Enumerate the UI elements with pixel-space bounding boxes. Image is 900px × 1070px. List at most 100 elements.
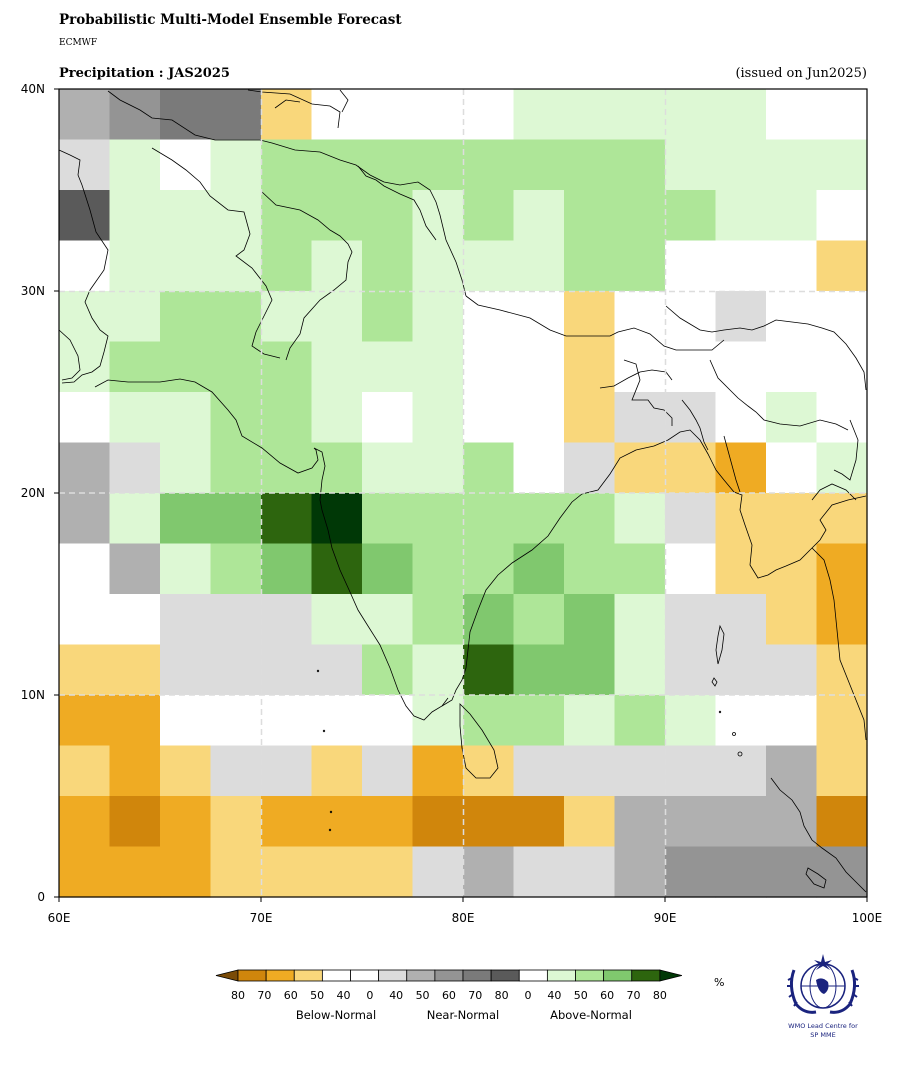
- forecast-cell: [59, 291, 111, 343]
- lon-label-60e: 60E: [48, 911, 71, 925]
- lon-label-70e: 70E: [250, 911, 273, 925]
- forecast-cell: [311, 695, 363, 747]
- forecast-cell: [311, 796, 363, 848]
- forecast-cell: [513, 594, 565, 646]
- colorbar-number: 70: [257, 989, 271, 1002]
- forecast-cell: [564, 392, 616, 444]
- forecast-cell: [463, 442, 515, 494]
- colorbar-segment: [265, 969, 295, 982]
- colorbar-number: 0: [525, 989, 532, 1002]
- forecast-cell: [463, 392, 515, 444]
- colorbar-numbers: 80 70 60 50 40 0 40 50 60 70 80 0 40 50 60 70 80: [231, 989, 667, 1002]
- forecast-cell: [513, 139, 565, 191]
- forecast-cell: [59, 240, 111, 292]
- forecast-cell: [362, 493, 414, 545]
- colorbar-number: 0: [366, 989, 373, 1002]
- forecast-cell: [261, 291, 313, 343]
- forecast-cell: [210, 745, 262, 797]
- forecast-cell: [513, 89, 565, 141]
- forecast-cell: [311, 644, 363, 696]
- forecast-cell: [715, 392, 767, 444]
- forecast-cell: [715, 341, 767, 393]
- colorbar-segment: [518, 969, 548, 982]
- forecast-cell: [311, 745, 363, 797]
- forecast-cell: [261, 846, 313, 898]
- forecast-cell: [816, 695, 868, 747]
- colorbar-number: 80: [231, 989, 245, 1002]
- above-normal-label: Above-Normal: [550, 1008, 632, 1022]
- forecast-cell: [362, 139, 414, 191]
- forecast-cell: [412, 543, 464, 595]
- forecast-cell: [766, 543, 818, 595]
- issue-date: (issued on Jun2025): [735, 66, 867, 81]
- forecast-cell: [412, 392, 464, 444]
- forecast-cell: [766, 442, 818, 494]
- forecast-cell: [109, 89, 161, 141]
- lat-label-40n: 40N: [21, 82, 45, 96]
- forecast-cell: [362, 442, 414, 494]
- forecast-cell: [261, 594, 313, 646]
- forecast-cell: [210, 846, 262, 898]
- forecast-cell: [564, 796, 616, 848]
- colorbar-segment: [462, 969, 492, 982]
- forecast-cell: [816, 543, 868, 595]
- forecast-cell: [766, 846, 818, 898]
- colorbar: [215, 969, 682, 982]
- forecast-cell: [513, 190, 565, 242]
- forecast-cell: [210, 644, 262, 696]
- forecast-cell: [463, 139, 515, 191]
- forecast-cell: [362, 89, 414, 141]
- lon-label-80e: 80E: [452, 911, 475, 925]
- forecast-cell: [261, 139, 313, 191]
- forecast-cell: [261, 89, 313, 141]
- forecast-cell: [210, 392, 262, 444]
- forecast-cell: [59, 543, 111, 595]
- forecast-cell: [766, 190, 818, 242]
- forecast-cell: [816, 594, 868, 646]
- forecast-cell: [109, 796, 161, 848]
- forecast-cell: [362, 543, 414, 595]
- forecast-cell: [513, 846, 565, 898]
- forecast-cell: [766, 695, 818, 747]
- forecast-cell: [59, 89, 111, 141]
- forecast-cell: [160, 745, 212, 797]
- forecast-cell: [463, 240, 515, 292]
- forecast-cell: [311, 341, 363, 393]
- forecast-cell: [59, 442, 111, 494]
- forecast-cell: [665, 543, 717, 595]
- forecast-cell: [513, 442, 565, 494]
- forecast-cell: [816, 644, 868, 696]
- forecast-cell: [412, 139, 464, 191]
- forecast-cell: [311, 240, 363, 292]
- forecast-cell: [362, 392, 414, 444]
- forecast-cell: [412, 644, 464, 696]
- colorbar-number: 80: [653, 989, 667, 1002]
- forecast-cell: [665, 240, 717, 292]
- forecast-cell: [614, 745, 666, 797]
- map-title: Probabilistic Multi-Model Ensemble Forec…: [59, 12, 402, 28]
- forecast-cell: [715, 442, 767, 494]
- wmo-logo: WMO Lead Centre for SP MME: [774, 950, 872, 1045]
- forecast-cell: [210, 291, 262, 343]
- forecast-cell: [463, 846, 515, 898]
- forecast-cell: [109, 644, 161, 696]
- lat-ticks: [54, 88, 59, 898]
- forecast-cell: [564, 594, 616, 646]
- forecast-cell: [412, 240, 464, 292]
- forecast-cell: [513, 543, 565, 595]
- forecast-cell: [715, 543, 767, 595]
- lon-label-90e: 90E: [654, 911, 677, 925]
- forecast-cell: [766, 493, 818, 545]
- forecast-cell: [362, 341, 414, 393]
- forecast-cell: [412, 89, 464, 141]
- forecast-cell: [766, 291, 818, 343]
- forecast-cell: [816, 240, 868, 292]
- forecast-cell: [665, 392, 717, 444]
- forecast-cell: [564, 442, 616, 494]
- forecast-cell: [665, 594, 717, 646]
- forecast-cell: [816, 190, 868, 242]
- forecast-cell: [59, 644, 111, 696]
- lat-label-0: 0: [37, 890, 45, 904]
- forecast-cell: [715, 644, 767, 696]
- forecast-cell: [614, 493, 666, 545]
